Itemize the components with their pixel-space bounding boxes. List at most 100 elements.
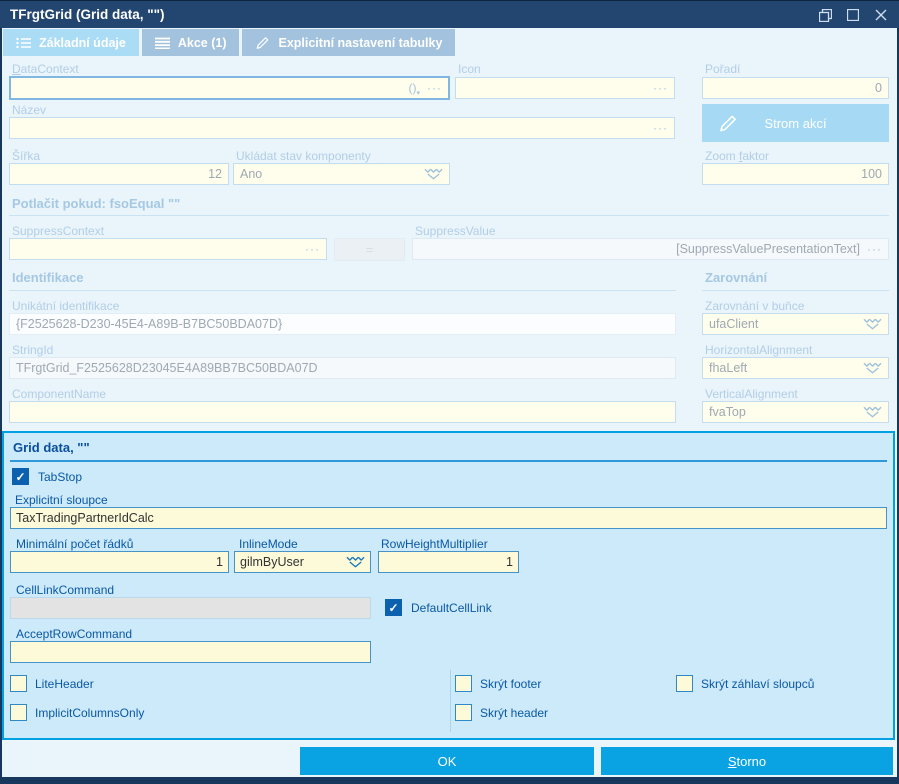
componentname-label: ComponentName	[12, 387, 107, 401]
min-radku-label: Minimální počet řádků	[16, 537, 134, 551]
skryt-footer-checkbox[interactable]	[455, 675, 472, 692]
componentname-field	[9, 401, 676, 423]
tab-strip: Základní údaje Akce (1) Explicitní nasta…	[3, 29, 456, 56]
skryt-header-label: Skrýt header	[480, 706, 549, 720]
window-border-left	[0, 0, 2, 784]
section-rule	[9, 215, 889, 216]
stringid-label: StringId	[12, 343, 54, 357]
strom-akci-button[interactable]: Strom akcí	[702, 104, 889, 142]
icon-label: Icon	[458, 62, 481, 76]
equals-icon: =	[365, 242, 374, 257]
sirka-field	[9, 163, 229, 185]
datacontext-field: ()▾ ···	[9, 76, 450, 100]
maximize-button[interactable]	[841, 4, 865, 26]
window-border-bottom	[0, 777, 899, 784]
pencil-icon	[720, 115, 736, 131]
expression-builder-button[interactable]: ()▾	[408, 81, 420, 97]
storno-button[interactable]: Storno	[601, 747, 893, 775]
rowheightmultiplier-input[interactable]	[384, 555, 513, 569]
grid-data-header: Grid data, ""	[13, 440, 90, 455]
explicitni-sloupce-label: Explicitní sloupce	[15, 493, 108, 507]
verticalalignment-dropdown[interactable]: fvaTop	[702, 401, 889, 423]
implicitcolumnsonly-checkbox[interactable]	[10, 704, 27, 721]
tab-explicitni-nastaveni[interactable]: Explicitní nastavení tabulky	[242, 29, 456, 56]
ukladat-value: Ano	[240, 167, 263, 181]
zarovnani-header: Zarovnání	[705, 270, 768, 285]
zarovnani-bunce-dropdown[interactable]: ufaClient	[702, 313, 889, 335]
close-button[interactable]	[869, 4, 893, 26]
horizontalalignment-value: fhaLeft	[709, 361, 748, 375]
rowheightmultiplier-field	[378, 551, 519, 573]
grid-data-panel	[2, 431, 895, 740]
unikatni-label: Unikátní identifikace	[12, 299, 120, 313]
horizontalalignment-label: HorizontalAlignment	[705, 343, 813, 357]
list-icon	[154, 37, 170, 49]
potlacit-header: Potlačit pokud: fsoEqual ""	[12, 196, 181, 211]
tab-label: Základní údaje	[39, 35, 126, 50]
icon-ellipsis-button[interactable]: ···	[653, 81, 668, 95]
liteheader-checkbox[interactable]	[10, 675, 27, 692]
verticalalignment-label: VerticalAlignment	[705, 387, 798, 401]
suppressvalue-ellipsis-button[interactable]: ···	[867, 242, 882, 256]
nazev-ellipsis-button[interactable]: ···	[653, 121, 668, 135]
suppresscontext-input[interactable]	[16, 242, 298, 256]
explicitni-sloupce-input[interactable]	[16, 511, 881, 525]
zoom-faktor-input[interactable]	[709, 167, 882, 181]
skryt-zahlavi-label: Skrýt záhlaví sloupců	[701, 677, 815, 691]
sirka-label: Šířka	[12, 149, 41, 163]
suppresscontext-ellipsis-button[interactable]: ···	[305, 242, 320, 256]
suppresscontext-label: SuppressContext	[12, 224, 105, 238]
skryt-zahlavi-checkbox[interactable]	[676, 675, 693, 692]
check-icon: ✓	[388, 600, 399, 615]
sirka-input[interactable]	[16, 167, 222, 181]
tab-zakladni-udaje[interactable]: Základní údaje	[3, 29, 139, 56]
inlinemode-value: gilmByUser	[240, 555, 304, 569]
tab-akce[interactable]: Akce (1)	[141, 29, 240, 56]
window-controls	[813, 4, 893, 26]
dropdown-chevron-icon	[863, 362, 882, 374]
dropdown-chevron-icon	[863, 406, 882, 418]
defaultcelllink-checkbox[interactable]: ✓	[385, 599, 402, 616]
column-divider	[450, 670, 451, 732]
implicitcolumnsonly-label: ImplicitColumnsOnly	[35, 706, 145, 720]
suppresscontext-field: ···	[9, 238, 327, 260]
explicitni-sloupce-field	[10, 507, 887, 529]
identifikace-header: Identifikace	[12, 270, 84, 285]
ukladat-label: Ukládat stav komponenty	[236, 149, 371, 163]
pencil-icon	[257, 36, 269, 49]
verticalalignment-value: fvaTop	[709, 405, 746, 419]
datacontext-label: DataContext	[12, 62, 79, 76]
componentname-input[interactable]	[16, 405, 669, 419]
unikatni-field: {F2525628-D230-45E4-A89B-B7BC50BDA07D}	[9, 313, 676, 335]
zarovnani-bunce-label: Zarovnání v buňce	[705, 299, 805, 313]
horizontalalignment-dropdown[interactable]: fhaLeft	[702, 357, 889, 379]
poradi-input[interactable]	[709, 81, 882, 95]
nazev-input[interactable]	[16, 121, 646, 135]
bulleted-list-icon	[16, 37, 31, 48]
titlebar[interactable]: TFrgtGrid (Grid data, "")	[0, 0, 899, 28]
datacontext-input[interactable]	[17, 81, 405, 95]
suppress-operator-button[interactable]: =	[334, 238, 405, 261]
acceptrowcommand-label: AcceptRowCommand	[16, 627, 133, 641]
tabstop-checkbox[interactable]: ✓	[12, 468, 29, 485]
acceptrowcommand-input[interactable]	[16, 645, 365, 659]
ok-button[interactable]: OK	[300, 747, 594, 775]
skryt-header-checkbox[interactable]	[455, 704, 472, 721]
restore-icon	[818, 8, 832, 22]
dropdown-chevron-icon	[346, 556, 365, 568]
section-rule	[702, 290, 889, 291]
inlinemode-dropdown[interactable]: gilmByUser	[234, 551, 371, 573]
suppressvalue-value: [SuppressValuePresentationText]	[676, 242, 860, 256]
icon-input[interactable]	[462, 81, 646, 95]
tabstop-label: TabStop	[38, 470, 83, 484]
min-radku-input[interactable]	[16, 555, 223, 569]
window-title: TFrgtGrid (Grid data, "")	[10, 7, 165, 22]
suppressvalue-label: SuppressValue	[415, 224, 496, 238]
stringid-field: TFrgtGrid_F2525628D23045E4A89BB7BC50BDA0…	[9, 357, 676, 379]
ukladat-dropdown[interactable]: Ano	[233, 163, 450, 185]
close-icon	[875, 9, 887, 21]
restore-button[interactable]	[813, 4, 837, 26]
section-rule	[9, 290, 676, 291]
datacontext-ellipsis-button[interactable]: ···	[427, 81, 442, 95]
